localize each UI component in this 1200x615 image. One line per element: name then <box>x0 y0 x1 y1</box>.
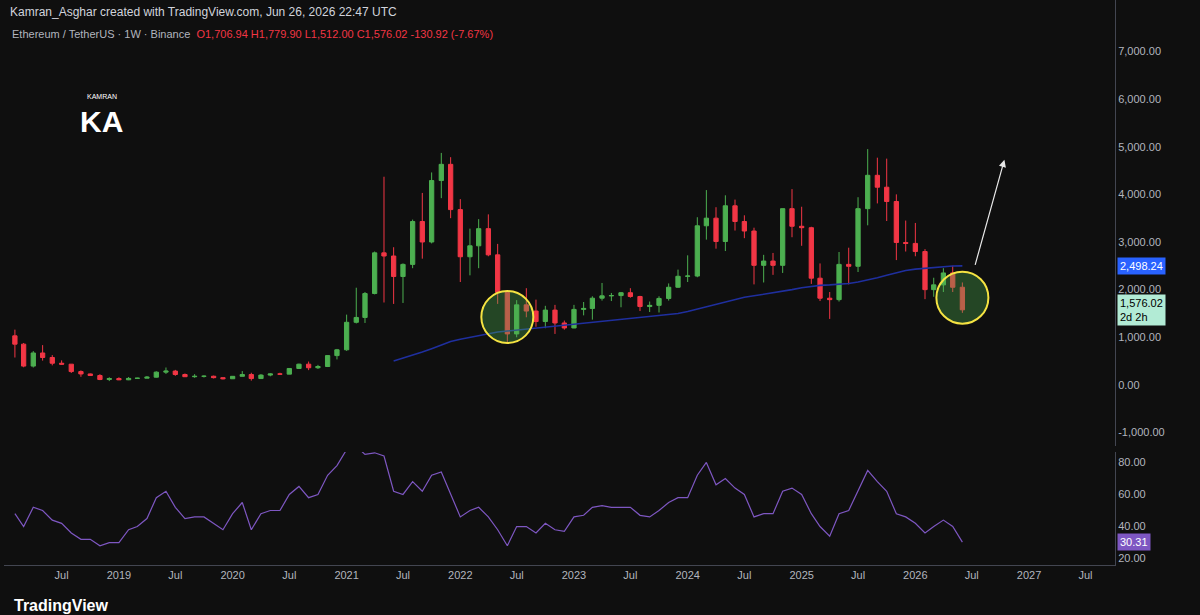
svg-text:6,000.00: 6,000.00 <box>1118 93 1161 105</box>
svg-text:Jul: Jul <box>282 569 296 581</box>
svg-text:Jul: Jul <box>623 569 637 581</box>
svg-text:2022: 2022 <box>448 569 472 581</box>
svg-text:2,000.00: 2,000.00 <box>1118 283 1161 295</box>
svg-text:1,576.022d 2h: 1,576.022d 2h <box>1120 297 1163 323</box>
svg-text:2024: 2024 <box>675 569 699 581</box>
svg-text:Jul: Jul <box>851 569 865 581</box>
svg-text:30.31: 30.31 <box>1120 536 1148 548</box>
svg-text:Jul: Jul <box>168 569 182 581</box>
svg-text:60.00: 60.00 <box>1118 488 1146 500</box>
svg-text:2027: 2027 <box>1017 569 1041 581</box>
svg-text:3,000.00: 3,000.00 <box>1118 236 1161 248</box>
svg-text:-1,000.00: -1,000.00 <box>1118 426 1164 438</box>
svg-text:Kamran_Asghar created with Tra: Kamran_Asghar created with TradingView.c… <box>10 5 397 19</box>
svg-text:7,000.00: 7,000.00 <box>1118 45 1161 57</box>
svg-text:40.00: 40.00 <box>1118 520 1146 532</box>
svg-text:2023: 2023 <box>562 569 586 581</box>
svg-text:KA: KA <box>80 105 123 138</box>
svg-text:0.00: 0.00 <box>1118 379 1139 391</box>
svg-text:20.00: 20.00 <box>1118 552 1146 564</box>
svg-text:1,000.00: 1,000.00 <box>1118 331 1161 343</box>
svg-text:5,000.00: 5,000.00 <box>1118 141 1161 153</box>
svg-text:Jul: Jul <box>737 569 751 581</box>
svg-text:2025: 2025 <box>789 569 813 581</box>
svg-text:Jul: Jul <box>965 569 979 581</box>
svg-text:4,000.00: 4,000.00 <box>1118 188 1161 200</box>
svg-text:2021: 2021 <box>334 569 358 581</box>
svg-text:KAMRAN: KAMRAN <box>87 93 117 100</box>
svg-text:Jul: Jul <box>1078 569 1092 581</box>
svg-text:Ethereum / TetherUS · 1W · Bin: Ethereum / TetherUS · 1W · Binance O1,70… <box>12 28 493 40</box>
svg-text:2026: 2026 <box>903 569 927 581</box>
svg-text:80.00: 80.00 <box>1118 456 1146 468</box>
svg-text:TradingView: TradingView <box>14 597 109 614</box>
svg-text:2,498.24: 2,498.24 <box>1120 260 1163 272</box>
svg-text:Jul: Jul <box>55 569 69 581</box>
svg-text:2020: 2020 <box>220 569 244 581</box>
svg-text:Jul: Jul <box>396 569 410 581</box>
svg-text:2019: 2019 <box>107 569 131 581</box>
svg-text:Jul: Jul <box>510 569 524 581</box>
